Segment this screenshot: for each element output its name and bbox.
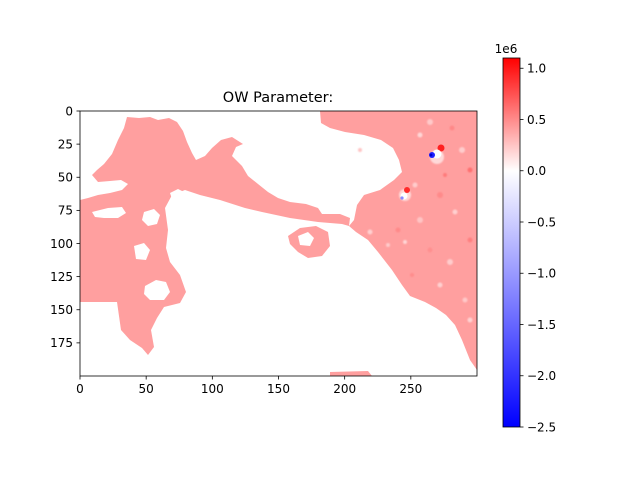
colorbar-tick-label: −1.5 — [527, 318, 556, 332]
land-patch-6 — [298, 232, 314, 246]
x-tick-label: 150 — [267, 382, 290, 396]
land-patch-3 — [134, 243, 150, 260]
colorbar-tick-label: 0.5 — [527, 113, 546, 127]
colorbar — [502, 57, 521, 428]
ocean-texture — [358, 119, 473, 323]
land-patch-4 — [144, 280, 170, 300]
colorbar-tick-label: −1.0 — [527, 267, 556, 281]
colorbar-axis: −2.5 −2.0 −1.5 −1.0 −0.5 0.0 0.5 1.0 — [520, 62, 556, 434]
ocean-strip-bottom — [330, 371, 372, 376]
y-tick-label: 175 — [50, 336, 73, 350]
colorbar-tick-label: −2.5 — [527, 420, 556, 434]
ocean-region-east — [320, 111, 477, 370]
y-tick-label: 150 — [50, 303, 73, 317]
land-patch-2 — [142, 209, 160, 226]
y-axis: 0 25 50 75 100 125 150 175 — [50, 104, 80, 350]
colorbar-tick-label: 1.0 — [527, 62, 546, 76]
heatmap-field — [80, 111, 477, 376]
x-tick-label: 200 — [333, 382, 356, 396]
land-patch-1 — [92, 207, 126, 218]
y-tick-label: 0 — [65, 104, 73, 118]
colorbar-tick-label: −2.0 — [527, 369, 556, 383]
x-tick-label: 0 — [76, 382, 84, 396]
colorbar-tick-label: −0.5 — [527, 215, 556, 229]
x-tick-label: 50 — [139, 382, 154, 396]
colorbar-tick-label: 0.0 — [527, 164, 546, 178]
x-axis: 0 50 100 150 200 250 — [76, 376, 422, 396]
y-tick-label: 75 — [58, 204, 73, 218]
y-tick-label: 50 — [58, 171, 73, 185]
x-tick-label: 250 — [399, 382, 422, 396]
x-tick-label: 100 — [201, 382, 224, 396]
y-tick-label: 25 — [58, 137, 73, 151]
y-tick-label: 100 — [50, 237, 73, 251]
chart-title: OW Parameter: — [223, 90, 333, 106]
eddy-lower — [399, 187, 411, 201]
eddy-upper — [429, 144, 445, 164]
y-tick-label: 125 — [50, 270, 73, 284]
land-patch-5 — [170, 189, 184, 199]
colorbar-multiplier: 1e6 — [495, 42, 518, 56]
